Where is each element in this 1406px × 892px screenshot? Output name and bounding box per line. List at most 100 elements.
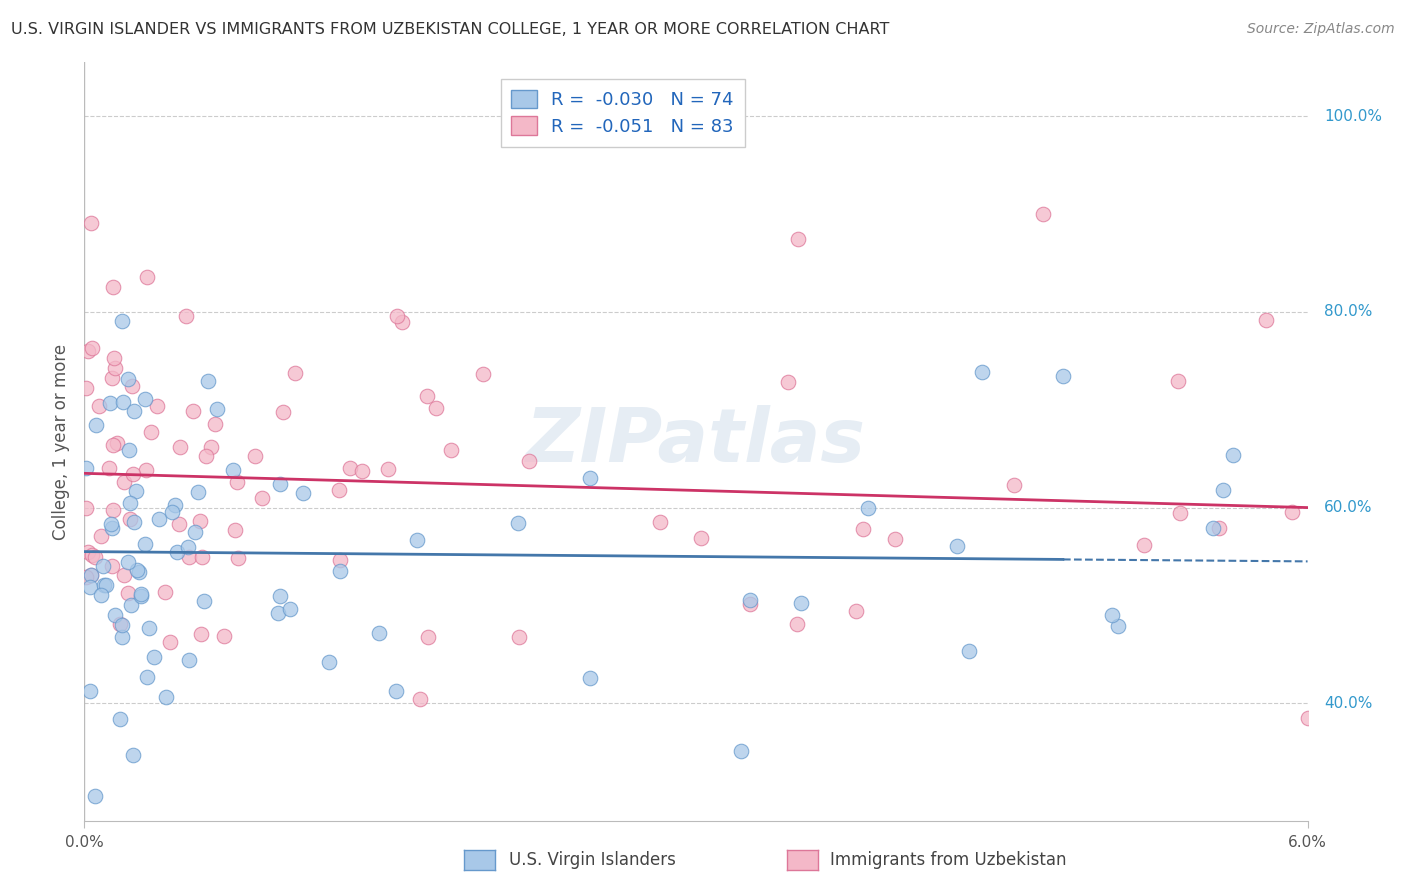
Point (83, 789, 105, 804)
Point (284, 366, 307, 380)
Point (418, 630, 440, 644)
Point (127, 563, 149, 577)
Point (845, 604, 868, 618)
Point (135, 463, 157, 477)
Point (408, 692, 430, 706)
Point (271, 405, 294, 419)
Point (1167, 374, 1189, 388)
Point (90, 588, 112, 602)
Point (1208, 521, 1230, 535)
Point (328, 483, 350, 498)
Point (200, 440, 222, 454)
Point (110, 617, 132, 632)
Point (79, 580, 101, 594)
Point (118, 443, 141, 458)
Point (129, 587, 152, 601)
Point (329, 564, 352, 578)
Point (112, 475, 135, 489)
Point (121, 379, 143, 393)
Point (690, 531, 713, 545)
Text: Source: ZipAtlas.com: Source: ZipAtlas.com (1247, 22, 1395, 37)
Point (440, 443, 463, 458)
Point (80, 548, 103, 562)
Point (148, 512, 170, 526)
Point (101, 438, 124, 452)
Point (205, 401, 228, 416)
Point (80, 568, 103, 582)
Point (266, 606, 288, 620)
Point (391, 315, 413, 329)
Point (120, 599, 142, 613)
Point (103, 503, 125, 517)
Point (1168, 506, 1191, 520)
Point (243, 449, 266, 463)
Point (197, 374, 219, 388)
Point (214, 629, 236, 643)
Point (103, 361, 125, 376)
Point (75, 501, 97, 516)
Point (225, 475, 247, 489)
Point (224, 523, 246, 537)
Point (1052, 368, 1074, 383)
Point (107, 435, 129, 450)
Point (110, 314, 132, 328)
Point (278, 602, 301, 616)
Text: 100.0%: 100.0% (1324, 109, 1382, 124)
Point (108, 713, 131, 727)
Point (291, 485, 314, 500)
Point (190, 626, 212, 640)
Text: U.S. VIRGIN ISLANDER VS IMMIGRANTS FROM UZBEKISTAN COLLEGE, 1 YEAR OR MORE CORRE: U.S. VIRGIN ISLANDER VS IMMIGRANTS FROM … (11, 22, 890, 37)
Point (339, 461, 361, 475)
Point (579, 671, 602, 685)
Text: Immigrants from Uzbekistan: Immigrants from Uzbekistan (830, 851, 1066, 869)
Point (650, 515, 672, 529)
Point (94, 578, 117, 592)
Point (134, 537, 156, 551)
Point (1101, 608, 1123, 623)
Point (945, 539, 967, 553)
Point (163, 498, 186, 512)
Point (118, 496, 141, 510)
Point (101, 371, 124, 385)
Point (181, 403, 204, 417)
Point (101, 521, 124, 535)
Point (89, 399, 111, 413)
Point (122, 515, 145, 529)
Point (101, 559, 124, 574)
Point (75, 381, 97, 395)
Point (959, 644, 981, 658)
Point (367, 625, 389, 640)
Point (508, 630, 530, 644)
Point (972, 365, 994, 379)
Point (118, 512, 141, 526)
Point (111, 618, 134, 632)
Point (124, 403, 146, 417)
Point (1254, 313, 1277, 327)
Point (352, 464, 374, 478)
Point (139, 425, 162, 440)
Point (117, 372, 139, 386)
Point (416, 389, 439, 403)
Y-axis label: College, 1 year or more: College, 1 year or more (52, 343, 70, 540)
Point (79, 216, 101, 230)
Point (169, 440, 191, 454)
Point (517, 453, 540, 467)
Point (787, 231, 810, 245)
Point (125, 484, 148, 499)
Point (167, 517, 190, 532)
Point (318, 656, 340, 670)
Point (385, 309, 408, 323)
Point (405, 533, 427, 547)
Point (91, 558, 114, 573)
Point (135, 269, 157, 284)
Point (75, 461, 97, 475)
Point (98, 460, 121, 475)
Text: 40.0%: 40.0% (1324, 696, 1372, 711)
Point (103, 351, 125, 365)
Point (104, 607, 127, 622)
Point (786, 616, 808, 631)
Point (160, 504, 183, 518)
Point (425, 401, 447, 416)
Point (191, 550, 214, 565)
Legend: R =  -0.030   N = 74, R =  -0.051   N = 83: R = -0.030 N = 74, R = -0.051 N = 83 (501, 79, 745, 146)
